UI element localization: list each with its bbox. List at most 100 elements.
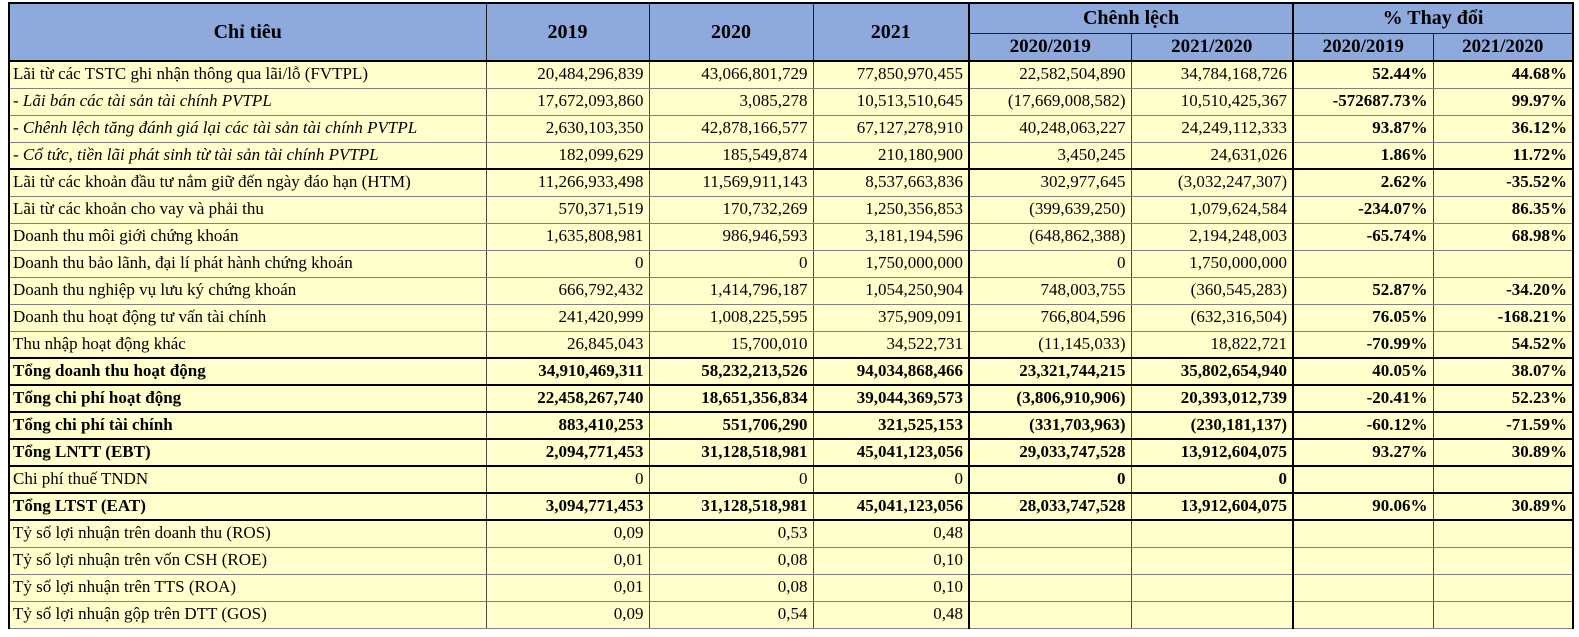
- cell-diff-2020-2019[interactable]: 0: [968, 465, 1132, 494]
- cell-label[interactable]: Lãi từ các khoản đầu tư nắm giữ đến ngày…: [8, 168, 487, 197]
- cell-2020[interactable]: 170,732,269: [648, 195, 814, 224]
- cell-diff-2021-2020[interactable]: 20,393,012,739: [1130, 384, 1294, 413]
- cell-label[interactable]: Tỷ số lợi nhuận trên doanh thu (ROS): [8, 519, 487, 548]
- cell-label[interactable]: Doanh thu hoạt động tư vấn tài chính: [8, 303, 487, 332]
- cell-diff-2021-2020[interactable]: 0: [1130, 465, 1294, 494]
- cell-diff-2021-2020[interactable]: [1130, 519, 1294, 548]
- cell-pct-2020-2019[interactable]: 93.87%: [1292, 114, 1434, 143]
- cell-diff-2021-2020[interactable]: (230,181,137): [1130, 411, 1294, 440]
- cell-2021[interactable]: 3,181,194,596: [812, 222, 970, 251]
- cell-diff-2020-2019[interactable]: 302,977,645: [968, 168, 1132, 197]
- cell-pct-2021-2020[interactable]: 99.97%: [1432, 87, 1574, 116]
- col-header-pct-2021-2020[interactable]: 2021/2020: [1432, 32, 1574, 62]
- cell-pct-2020-2019[interactable]: 90.06%: [1292, 492, 1434, 521]
- cell-pct-2020-2019[interactable]: 40.05%: [1292, 357, 1434, 386]
- cell-2020[interactable]: 58,232,213,526: [648, 357, 814, 386]
- cell-2021[interactable]: 39,044,369,573: [812, 384, 970, 413]
- cell-2019[interactable]: 3,094,771,453: [485, 492, 650, 521]
- cell-pct-2020-2019[interactable]: 52.87%: [1292, 276, 1434, 305]
- cell-diff-2021-2020[interactable]: 1,750,000,000: [1130, 249, 1294, 278]
- cell-2021[interactable]: 77,850,970,455: [812, 60, 970, 89]
- cell-2021[interactable]: 321,525,153: [812, 411, 970, 440]
- cell-diff-2020-2019[interactable]: 29,033,747,528: [968, 438, 1132, 467]
- cell-diff-2020-2019[interactable]: 40,248,063,227: [968, 114, 1132, 143]
- cell-2020[interactable]: 0,54: [648, 600, 814, 629]
- cell-pct-2020-2019[interactable]: 1.86%: [1292, 141, 1434, 170]
- cell-label[interactable]: Tổng chi phí tài chính: [8, 411, 487, 440]
- cell-diff-2020-2019[interactable]: 28,033,747,528: [968, 492, 1132, 521]
- cell-pct-2020-2019[interactable]: [1292, 573, 1434, 602]
- cell-pct-2021-2020[interactable]: 38.07%: [1432, 357, 1574, 386]
- cell-pct-2020-2019[interactable]: -65.74%: [1292, 222, 1434, 251]
- cell-label[interactable]: Tỷ số lợi nhuận trên vốn CSH (ROE): [8, 546, 487, 575]
- cell-label[interactable]: Doanh thu nghiệp vụ lưu ký chứng khoán: [8, 276, 487, 305]
- cell-2021[interactable]: 45,041,123,056: [812, 438, 970, 467]
- cell-diff-2020-2019[interactable]: [968, 519, 1132, 548]
- cell-2019[interactable]: 34,910,469,311: [485, 357, 650, 386]
- cell-diff-2020-2019[interactable]: 23,321,744,215: [968, 357, 1132, 386]
- cell-2019[interactable]: 2,094,771,453: [485, 438, 650, 467]
- cell-pct-2020-2019[interactable]: [1292, 249, 1434, 278]
- cell-2020[interactable]: 43,066,801,729: [648, 60, 814, 89]
- cell-diff-2021-2020[interactable]: [1130, 573, 1294, 602]
- cell-pct-2021-2020[interactable]: 36.12%: [1432, 114, 1574, 143]
- cell-diff-2021-2020[interactable]: 24,631,026: [1130, 141, 1294, 170]
- cell-pct-2021-2020[interactable]: 11.72%: [1432, 141, 1574, 170]
- cell-diff-2020-2019[interactable]: 748,003,755: [968, 276, 1132, 305]
- cell-pct-2021-2020[interactable]: -168.21%: [1432, 303, 1574, 332]
- cell-2019[interactable]: 182,099,629: [485, 141, 650, 170]
- cell-diff-2021-2020[interactable]: 10,510,425,367: [1130, 87, 1294, 116]
- cell-2021[interactable]: 67,127,278,910: [812, 114, 970, 143]
- cell-2021[interactable]: 0,48: [812, 519, 970, 548]
- col-header-pct-group[interactable]: % Thay đổi: [1292, 2, 1574, 34]
- cell-label[interactable]: Chi phí thuế TNDN: [8, 465, 487, 494]
- cell-label[interactable]: Lãi từ các khoản cho vay và phải thu: [8, 195, 487, 224]
- cell-diff-2020-2019[interactable]: 3,450,245: [968, 141, 1132, 170]
- cell-diff-2020-2019[interactable]: 766,804,596: [968, 303, 1132, 332]
- cell-pct-2020-2019[interactable]: 52.44%: [1292, 60, 1434, 89]
- cell-label[interactable]: Thu nhập hoạt động khác: [8, 330, 487, 359]
- cell-diff-2021-2020[interactable]: 35,802,654,940: [1130, 357, 1294, 386]
- cell-2019[interactable]: 241,420,999: [485, 303, 650, 332]
- cell-label[interactable]: Doanh thu môi giới chứng khoán: [8, 222, 487, 251]
- cell-2019[interactable]: 2,630,103,350: [485, 114, 650, 143]
- cell-2020[interactable]: 551,706,290: [648, 411, 814, 440]
- cell-2020[interactable]: 1,414,796,187: [648, 276, 814, 305]
- cell-2019[interactable]: 0,09: [485, 600, 650, 629]
- cell-diff-2020-2019[interactable]: [968, 600, 1132, 629]
- cell-2021[interactable]: 375,909,091: [812, 303, 970, 332]
- cell-pct-2021-2020[interactable]: 52.23%: [1432, 384, 1574, 413]
- cell-diff-2021-2020[interactable]: 1,079,624,584: [1130, 195, 1294, 224]
- cell-label[interactable]: Tổng LNTT (EBT): [8, 438, 487, 467]
- cell-diff-2020-2019[interactable]: (11,145,033): [968, 330, 1132, 359]
- cell-diff-2021-2020[interactable]: 13,912,604,075: [1130, 492, 1294, 521]
- col-header-2020[interactable]: 2020: [648, 2, 814, 62]
- cell-diff-2021-2020[interactable]: 2,194,248,003: [1130, 222, 1294, 251]
- cell-pct-2020-2019[interactable]: [1292, 519, 1434, 548]
- cell-2020[interactable]: 185,549,874: [648, 141, 814, 170]
- cell-2021[interactable]: 1,750,000,000: [812, 249, 970, 278]
- cell-2021[interactable]: 10,513,510,645: [812, 87, 970, 116]
- cell-2021[interactable]: 0,10: [812, 573, 970, 602]
- cell-2019[interactable]: 570,371,519: [485, 195, 650, 224]
- cell-pct-2021-2020[interactable]: [1432, 465, 1574, 494]
- cell-2021[interactable]: 8,537,663,836: [812, 168, 970, 197]
- cell-label[interactable]: Lãi từ các TSTC ghi nhận thông qua lãi/l…: [8, 60, 487, 89]
- cell-pct-2021-2020[interactable]: [1432, 519, 1574, 548]
- cell-2019[interactable]: 20,484,296,839: [485, 60, 650, 89]
- cell-pct-2021-2020[interactable]: [1432, 249, 1574, 278]
- cell-pct-2020-2019[interactable]: -60.12%: [1292, 411, 1434, 440]
- cell-2020[interactable]: 31,128,518,981: [648, 438, 814, 467]
- cell-pct-2021-2020[interactable]: -34.20%: [1432, 276, 1574, 305]
- cell-2020[interactable]: 15,700,010: [648, 330, 814, 359]
- cell-2020[interactable]: 42,878,166,577: [648, 114, 814, 143]
- cell-diff-2021-2020[interactable]: 24,249,112,333: [1130, 114, 1294, 143]
- cell-pct-2020-2019[interactable]: 93.27%: [1292, 438, 1434, 467]
- cell-pct-2021-2020[interactable]: 44.68%: [1432, 60, 1574, 89]
- cell-pct-2021-2020[interactable]: 30.89%: [1432, 492, 1574, 521]
- cell-diff-2020-2019[interactable]: (17,669,008,582): [968, 87, 1132, 116]
- cell-pct-2020-2019[interactable]: 2.62%: [1292, 168, 1434, 197]
- cell-pct-2020-2019[interactable]: -70.99%: [1292, 330, 1434, 359]
- cell-2019[interactable]: 11,266,933,498: [485, 168, 650, 197]
- cell-2021[interactable]: 94,034,868,466: [812, 357, 970, 386]
